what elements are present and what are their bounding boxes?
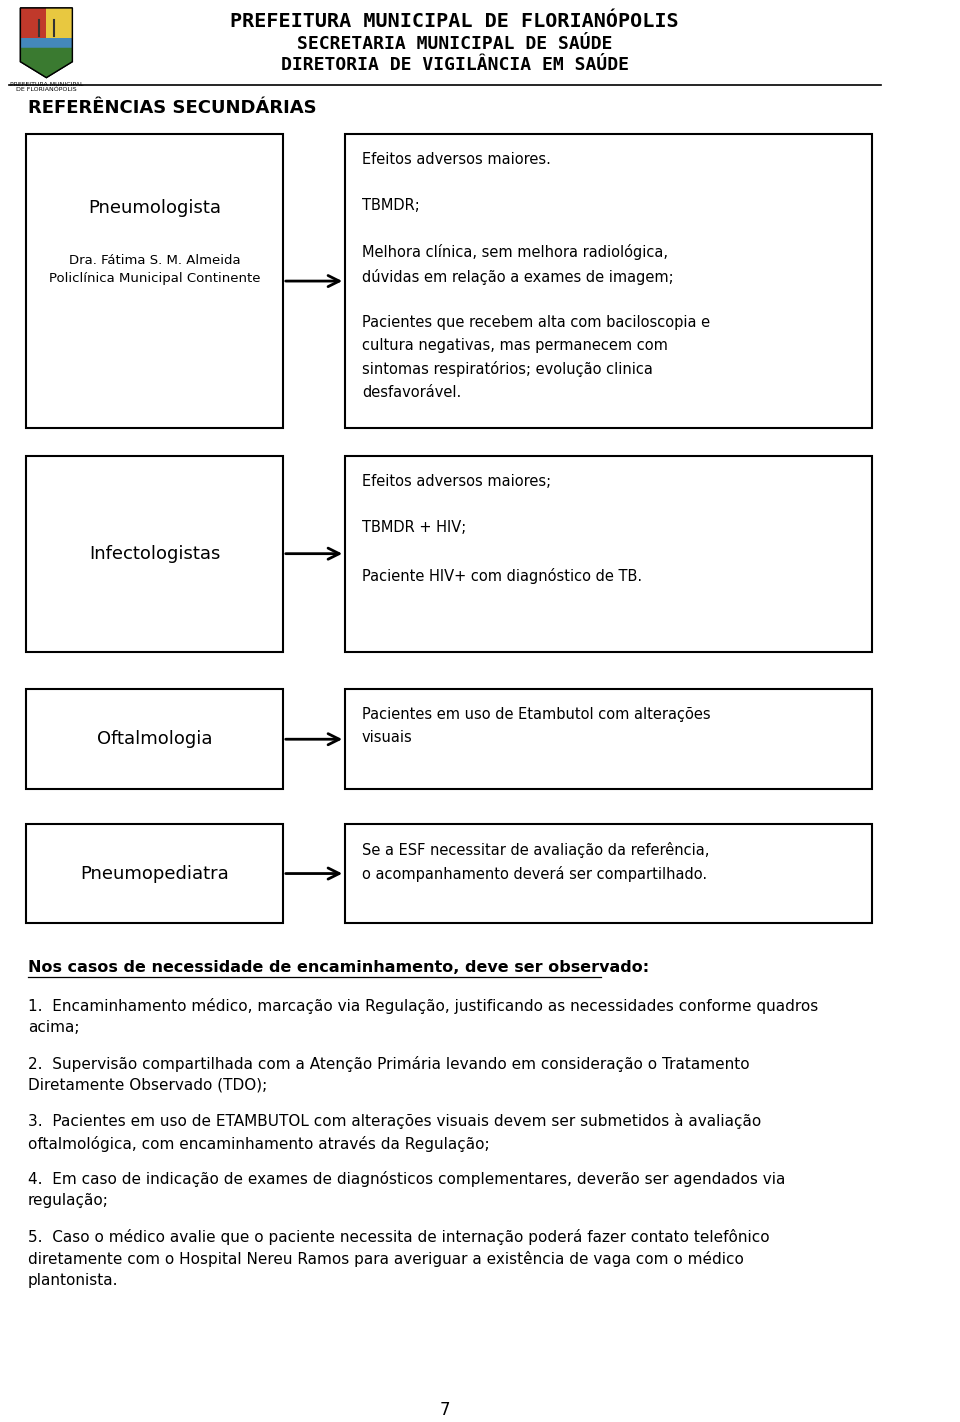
Text: 3.  Pacientes em uso de ETAMBUTOL com alterações visuais devem ser submetidos à : 3. Pacientes em uso de ETAMBUTOL com alt… <box>28 1113 761 1152</box>
Bar <box>26 823 283 923</box>
Polygon shape <box>46 9 72 38</box>
Polygon shape <box>20 9 46 38</box>
Text: Oftalmologia: Oftalmologia <box>97 731 212 748</box>
Text: Pneumopediatra: Pneumopediatra <box>80 865 228 883</box>
Polygon shape <box>20 9 72 78</box>
Text: Efeitos adversos maiores;

TBMDR + HIV;

Paciente HIV+ com diagnóstico de TB.: Efeitos adversos maiores; TBMDR + HIV; P… <box>362 474 642 584</box>
Bar <box>26 455 283 651</box>
Bar <box>345 690 872 789</box>
Polygon shape <box>20 48 72 78</box>
Text: Efeitos adversos maiores.

TBMDR;

Melhora clínica, sem melhora radiológica,
dúv: Efeitos adversos maiores. TBMDR; Melhora… <box>362 152 709 400</box>
Text: 4.  Em caso de indicação de exames de diagnósticos complementares, deverão ser a: 4. Em caso de indicação de exames de dia… <box>28 1172 785 1209</box>
Text: 1.  Encaminhamento médico, marcação via Regulação, justificando as necessidades : 1. Encaminhamento médico, marcação via R… <box>28 998 818 1035</box>
Text: Dra. Fátima S. M. Almeida
Policlínica Municipal Continente: Dra. Fátima S. M. Almeida Policlínica Mu… <box>49 253 260 284</box>
Bar <box>345 134 872 428</box>
Text: 7: 7 <box>440 1401 450 1419</box>
Text: SECRETARIA MUNICIPAL DE SAÚDE: SECRETARIA MUNICIPAL DE SAÚDE <box>297 34 612 53</box>
Text: 5.  Caso o médico avalie que o paciente necessita de internação poderá fazer con: 5. Caso o médico avalie que o paciente n… <box>28 1229 770 1288</box>
Bar <box>26 690 283 789</box>
Text: Infectologistas: Infectologistas <box>88 545 220 563</box>
Bar <box>20 38 72 48</box>
Text: PREFEITURA MUNICIPAL DE FLORIANÓPOLIS: PREFEITURA MUNICIPAL DE FLORIANÓPOLIS <box>230 11 679 31</box>
Text: REFERÊNCIAS SECUNDÁRIAS: REFERÊNCIAS SECUNDÁRIAS <box>28 100 317 118</box>
Bar <box>345 823 872 923</box>
Text: Se a ESF necessitar de avaliação da referência,
o acompanhamento deverá ser comp: Se a ESF necessitar de avaliação da refe… <box>362 842 709 882</box>
Text: DIRETORIA DE VIGILÂNCIA EM SAÚDE: DIRETORIA DE VIGILÂNCIA EM SAÚDE <box>280 55 629 74</box>
Text: 2.  Supervisão compartilhada com a Atenção Primária levando em consideração o Tr: 2. Supervisão compartilhada com a Atençã… <box>28 1055 750 1092</box>
Bar <box>345 455 872 651</box>
Text: Pneumologista: Pneumologista <box>88 199 221 218</box>
Text: Nos casos de necessidade de encaminhamento, deve ser observado:: Nos casos de necessidade de encaminhamen… <box>28 960 649 975</box>
Text: PREFEITURA MUNICIPAL
DE FLORIANÓPOLIS: PREFEITURA MUNICIPAL DE FLORIANÓPOLIS <box>10 81 84 92</box>
Text: Pacientes em uso de Etambutol com alterações
visuais: Pacientes em uso de Etambutol com altera… <box>362 707 710 745</box>
Bar <box>26 134 283 428</box>
